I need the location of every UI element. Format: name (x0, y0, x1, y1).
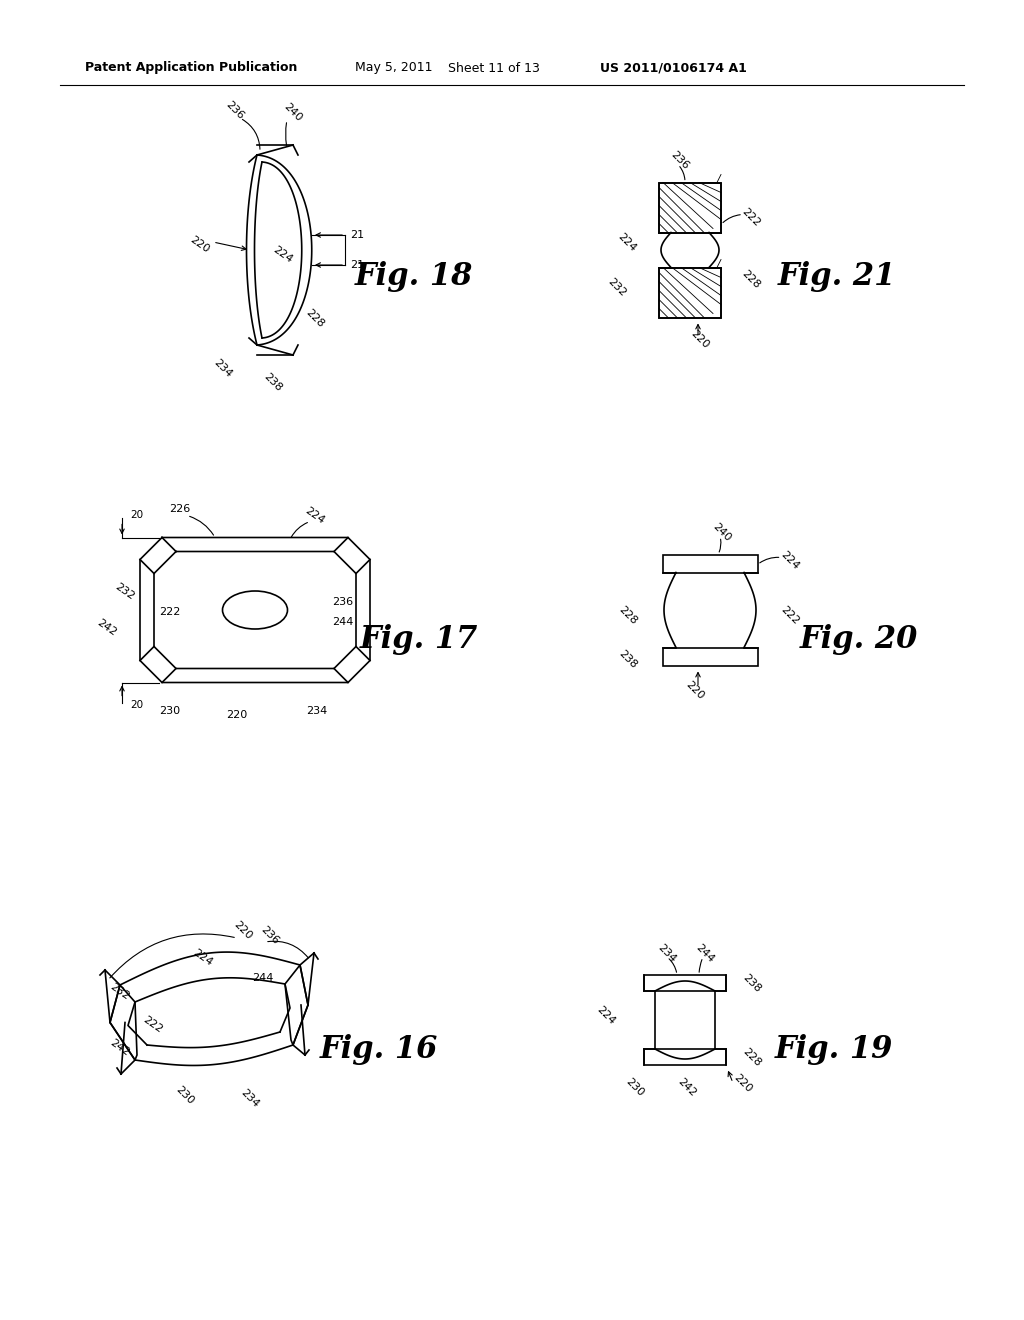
Text: 238: 238 (741, 972, 763, 994)
Bar (663, 554, 758, 573)
Text: 21: 21 (350, 230, 365, 240)
Bar (659, 182, 721, 232)
Text: 20: 20 (130, 511, 143, 520)
Text: 226: 226 (169, 504, 190, 515)
Bar (659, 268, 721, 318)
Text: 236: 236 (259, 924, 281, 946)
Text: 21: 21 (350, 260, 365, 271)
Text: May 5, 2011: May 5, 2011 (355, 62, 432, 74)
Text: Fig. 17: Fig. 17 (360, 624, 478, 655)
Text: 236: 236 (669, 149, 691, 172)
Text: 234: 234 (306, 705, 328, 715)
Text: 220: 220 (689, 329, 711, 351)
Text: 220: 220 (732, 1072, 754, 1094)
Text: 222: 222 (160, 607, 180, 616)
Text: 242: 242 (676, 1076, 698, 1098)
Text: Fig. 19: Fig. 19 (775, 1034, 893, 1065)
Text: 228: 228 (741, 1045, 763, 1068)
Text: 220: 220 (684, 680, 707, 701)
Text: 236: 236 (333, 597, 353, 607)
Text: 224: 224 (271, 244, 295, 265)
Text: Fig. 20: Fig. 20 (800, 624, 919, 655)
Text: 20: 20 (130, 700, 143, 710)
Text: Fig. 18: Fig. 18 (355, 261, 473, 292)
Text: 244: 244 (333, 616, 353, 627)
Text: Fig. 16: Fig. 16 (319, 1034, 438, 1065)
Text: 240: 240 (282, 100, 304, 123)
Text: 220: 220 (232, 919, 254, 941)
Text: 224: 224 (191, 948, 215, 969)
Text: 238: 238 (616, 648, 639, 671)
Bar (659, 268, 721, 318)
Text: 220: 220 (188, 235, 212, 255)
Bar (659, 182, 721, 232)
Text: 242: 242 (109, 1038, 132, 1059)
Bar (644, 1049, 726, 1065)
Text: 238: 238 (262, 371, 284, 393)
Text: 230: 230 (624, 1076, 646, 1098)
Text: 236: 236 (224, 99, 246, 121)
Text: 224: 224 (303, 506, 327, 525)
Text: 224: 224 (595, 1005, 617, 1026)
Text: US 2011/0106174 A1: US 2011/0106174 A1 (600, 62, 746, 74)
Bar (663, 648, 758, 665)
Text: 222: 222 (778, 605, 801, 626)
Text: 244: 244 (694, 942, 716, 964)
Text: 228: 228 (304, 308, 326, 329)
Text: 230: 230 (160, 705, 180, 715)
Text: 222: 222 (141, 1015, 165, 1035)
Text: 234: 234 (212, 356, 234, 379)
Text: 230: 230 (174, 1084, 196, 1106)
Text: 224: 224 (615, 231, 638, 253)
Bar (644, 975, 726, 991)
Text: 242: 242 (95, 618, 119, 639)
Text: 234: 234 (239, 1086, 261, 1109)
Text: Patent Application Publication: Patent Application Publication (85, 62, 297, 74)
Text: 228: 228 (616, 605, 639, 626)
Text: 224: 224 (778, 549, 801, 572)
Text: Sheet 11 of 13: Sheet 11 of 13 (449, 62, 540, 74)
Text: 222: 222 (740, 206, 762, 228)
Text: 228: 228 (740, 268, 762, 290)
Text: 220: 220 (226, 710, 248, 719)
Text: Fig. 21: Fig. 21 (778, 261, 896, 292)
Text: 234: 234 (656, 942, 678, 964)
Text: 232: 232 (114, 582, 136, 602)
Text: 232: 232 (606, 276, 628, 298)
Text: 232: 232 (109, 982, 131, 1002)
Text: 240: 240 (711, 521, 733, 544)
Text: 244: 244 (252, 973, 273, 983)
